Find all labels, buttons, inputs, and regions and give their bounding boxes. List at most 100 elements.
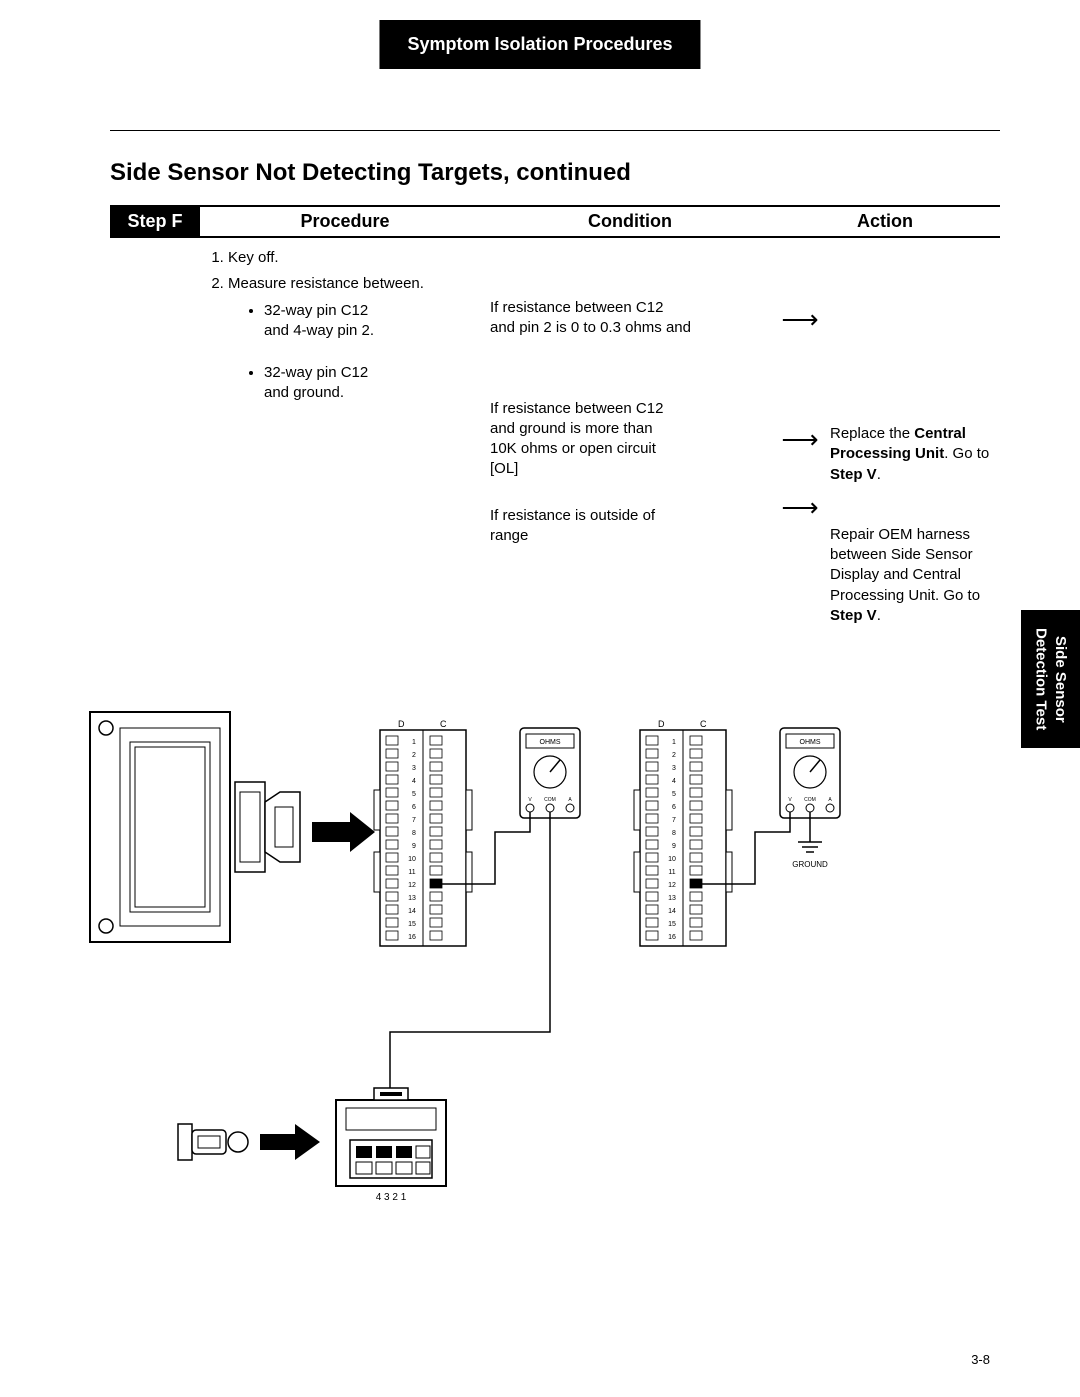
cond-2c: 10K ohms or open circuit xyxy=(490,440,656,457)
svg-text:6: 6 xyxy=(412,804,416,811)
svg-text:16: 16 xyxy=(668,934,676,941)
diagram-svg: D C 1 2 3 4 5 6 7 8 9 10 xyxy=(80,692,980,1222)
svg-text:14: 14 xyxy=(668,908,676,915)
c-label-2: C xyxy=(700,719,707,729)
ground-label: GROUND xyxy=(792,860,828,869)
svg-text:3: 3 xyxy=(672,765,676,772)
pin-labels-4way: 4 3 2 1 xyxy=(376,1192,407,1203)
action-spacer xyxy=(830,298,990,398)
svg-text:10: 10 xyxy=(668,856,676,863)
svg-text:9: 9 xyxy=(412,843,416,850)
condition-cell: If resistance between C12 and pin 2 is 0… xyxy=(490,248,770,652)
svg-text:14: 14 xyxy=(408,908,416,915)
condition-1: If resistance between C12 and pin 2 is 0… xyxy=(490,298,750,339)
side-tab-line2: Detection Test xyxy=(1033,628,1050,730)
c-label-1: C xyxy=(440,719,447,729)
svg-text:13: 13 xyxy=(408,895,416,902)
procedure-item-2: Measure resistance between. 32-way pin C… xyxy=(228,274,490,403)
cond-2b: and ground is more than xyxy=(490,420,653,437)
action-cell: Replace the Central Processing Unit. Go … xyxy=(830,248,1000,652)
step-label: Step F xyxy=(110,207,200,236)
arrow-icon-1: ⟶ xyxy=(781,306,818,332)
a1-post: . xyxy=(877,466,881,483)
ohms-label-2: OHMS xyxy=(800,739,821,746)
com-label-2: COM xyxy=(804,797,816,803)
svg-text:5: 5 xyxy=(412,791,416,798)
a1-step: Step V xyxy=(830,466,877,483)
svg-text:1: 1 xyxy=(672,739,676,746)
arrow-plug-to-connector xyxy=(260,1124,320,1160)
cond-3b: range xyxy=(490,527,528,544)
arrow-icon-2: ⟶ xyxy=(781,426,818,452)
multimeter-1: OHMS V COM A xyxy=(520,728,580,818)
side-tab: Side Sensor Detection Test xyxy=(1021,610,1080,748)
section-title: Side Sensor Not Detecting Targets, conti… xyxy=(110,159,1000,187)
sensor-plug xyxy=(178,1124,248,1160)
cond-2a: If resistance between C12 xyxy=(490,400,663,417)
svg-text:16: 16 xyxy=(408,934,416,941)
side-tab-line1: Side Sensor xyxy=(1052,636,1069,723)
content-area: Side Sensor Not Detecting Targets, conti… xyxy=(110,130,1000,1227)
procedure-item-1: Key off. xyxy=(228,248,490,268)
procedure-cell: Key off. Measure resistance between. 32-… xyxy=(110,248,490,652)
condition-2: If resistance between C12 and ground is … xyxy=(490,399,750,480)
divider-top xyxy=(110,130,1000,131)
arrow-ecu-to-pinout xyxy=(312,812,375,852)
body-row: Key off. Measure resistance between. 32-… xyxy=(110,238,1000,652)
page-number: 3-8 xyxy=(971,1352,990,1367)
multimeter-2: OHMS V COM A xyxy=(780,728,840,818)
svg-text:15: 15 xyxy=(668,921,676,928)
svg-text:4: 4 xyxy=(672,778,676,785)
svg-text:2: 2 xyxy=(412,752,416,759)
d-label-2: D xyxy=(658,719,665,729)
com-label-1: COM xyxy=(544,797,556,803)
a1-mid: . Go to xyxy=(944,445,989,462)
d-label-1: D xyxy=(398,719,405,729)
four-way-connector: 4 3 2 1 xyxy=(336,1088,446,1203)
procedure-item-2-text: Measure resistance between. xyxy=(228,275,424,292)
svg-text:11: 11 xyxy=(408,869,415,876)
cond-3a: If resistance is outside of xyxy=(490,507,655,524)
col-header-condition: Condition xyxy=(490,207,770,236)
a1-pre: Replace the xyxy=(830,425,914,442)
svg-text:12: 12 xyxy=(668,882,676,889)
svg-text:8: 8 xyxy=(672,830,676,837)
ohms-label-1: OHMS xyxy=(540,739,561,746)
condition-3: If resistance is outside of range xyxy=(490,506,750,547)
svg-text:2: 2 xyxy=(672,752,676,759)
col-header-procedure: Procedure xyxy=(200,207,490,236)
bullet-2a: 32-way pin C12 xyxy=(264,364,368,381)
arrow-icon-3: ⟶ xyxy=(781,494,818,520)
cond-1a: If resistance between C12 xyxy=(490,299,663,316)
svg-text:9: 9 xyxy=(672,843,676,850)
svg-text:1: 1 xyxy=(412,739,416,746)
wiring-diagram: D C 1 2 3 4 5 6 7 8 9 10 xyxy=(80,692,1000,1227)
procedure-bullet-1: 32-way pin C12 and 4-way pin 2. xyxy=(264,301,490,342)
svg-text:5: 5 xyxy=(672,791,676,798)
action-2: Repair OEM harness between Side Sensor D… xyxy=(830,525,990,626)
bullet-1b: and 4-way pin 2. xyxy=(264,322,374,339)
cond-2d: [OL] xyxy=(490,460,518,477)
bullet-1a: 32-way pin C12 xyxy=(264,302,368,319)
col-header-action: Action xyxy=(770,207,1000,236)
bullet-2b: and ground. xyxy=(264,384,344,401)
step-header-row: Step F Procedure Condition Action xyxy=(110,205,1000,238)
svg-text:15: 15 xyxy=(408,921,416,928)
svg-text:8: 8 xyxy=(412,830,416,837)
svg-text:13: 13 xyxy=(668,895,676,902)
a2-post: . xyxy=(877,607,881,624)
svg-text:7: 7 xyxy=(672,817,676,824)
svg-text:7: 7 xyxy=(412,817,416,824)
svg-text:6: 6 xyxy=(672,804,676,811)
svg-text:10: 10 xyxy=(408,856,416,863)
svg-text:12: 12 xyxy=(408,882,416,889)
ground-symbol: GROUND xyxy=(792,842,828,869)
svg-text:4: 4 xyxy=(412,778,416,785)
procedure-bullet-2: 32-way pin C12 and ground. xyxy=(264,363,490,404)
ecu-module xyxy=(90,712,300,942)
a2-pre: Repair OEM harness between Side Sensor D… xyxy=(830,526,980,604)
a2-step: Step V xyxy=(830,607,877,624)
header-banner: Symptom Isolation Procedures xyxy=(379,20,700,69)
svg-text:11: 11 xyxy=(668,869,675,876)
svg-text:3: 3 xyxy=(412,765,416,772)
